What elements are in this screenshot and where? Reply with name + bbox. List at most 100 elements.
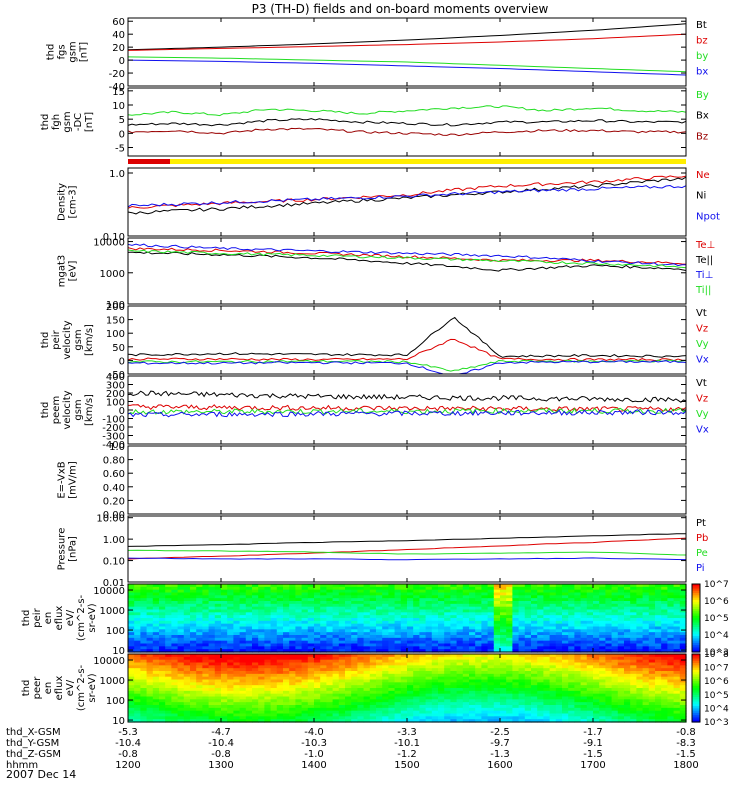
heatmap-cell <box>493 705 501 709</box>
heatmap-cell <box>239 690 247 695</box>
heatmap-cell <box>394 676 402 681</box>
heatmap-cell <box>388 603 396 608</box>
heatmap-cell <box>431 679 439 683</box>
heatmap-cell <box>258 656 265 661</box>
heatmap-cell <box>276 629 284 633</box>
heatmap-cell <box>500 654 507 658</box>
heatmap-cell <box>624 696 631 700</box>
heatmap-cell <box>214 707 222 712</box>
heatmap-cell <box>456 693 464 698</box>
heatmap-cell <box>568 699 575 703</box>
heatmap-cell <box>357 654 365 658</box>
heatmap-cell <box>177 671 185 675</box>
colorbar-swatch <box>692 665 700 669</box>
heatmap-cell <box>493 710 501 715</box>
heatmap-cell <box>518 609 526 613</box>
heatmap-cell <box>394 713 402 717</box>
heatmap-cell <box>562 635 569 639</box>
heatmap-cell <box>202 699 210 703</box>
heatmap-cell <box>673 665 681 669</box>
heatmap-cell <box>376 601 383 605</box>
heatmap-cell <box>673 705 681 709</box>
heatmap-cell <box>475 685 482 689</box>
heatmap-cell <box>128 707 135 712</box>
heatmap-cell <box>301 702 309 706</box>
heatmap-cell <box>221 707 228 712</box>
heatmap-cell <box>580 659 588 664</box>
heatmap-cell <box>289 671 296 675</box>
heatmap-cell <box>679 620 687 625</box>
heatmap-cell <box>500 688 507 692</box>
xaxis-value: 1500 <box>394 760 419 771</box>
heatmap-cell <box>456 716 464 720</box>
heatmap-cell <box>345 649 352 653</box>
heatmap-cell <box>270 719 278 723</box>
heatmap-cell <box>289 688 296 692</box>
heatmap-cell <box>239 676 247 681</box>
heatmap-cell <box>500 620 507 625</box>
heatmap-cell <box>413 685 420 689</box>
heatmap-cell <box>202 584 210 588</box>
colorbar-swatch <box>692 697 700 700</box>
heatmap-cell <box>673 716 681 720</box>
heatmap-cell <box>562 626 569 630</box>
heatmap-cell <box>438 688 445 692</box>
heatmap-cell <box>320 671 327 675</box>
heatmap-cell <box>332 623 340 628</box>
heatmap-cell <box>599 635 606 639</box>
heatmap-cell <box>679 673 687 678</box>
heatmap-cell <box>425 713 433 717</box>
heatmap-cell <box>320 612 327 616</box>
heatmap-cell <box>642 685 650 689</box>
heatmap-cell <box>400 629 408 633</box>
heatmap-cell <box>357 682 365 686</box>
heatmap-cell <box>413 615 420 619</box>
heatmap-cell <box>264 685 272 689</box>
heatmap-cell <box>140 584 148 588</box>
heatmap-cell <box>462 699 470 703</box>
heatmap-cell <box>239 620 247 625</box>
heatmap-cell <box>655 671 662 675</box>
heatmap-cell <box>382 620 389 625</box>
ytick-label: 1.0 <box>109 169 125 180</box>
heatmap-cell <box>183 632 191 636</box>
heatmap-cell <box>332 699 340 703</box>
heatmap-cell <box>407 618 414 622</box>
heatmap-cell <box>537 626 544 630</box>
heatmap-cell <box>593 586 600 591</box>
heatmap-cell <box>679 649 687 653</box>
heatmap-cell <box>320 623 327 628</box>
heatmap-cell <box>177 595 185 599</box>
heatmap-cell <box>431 719 439 723</box>
heatmap-cell <box>667 693 675 698</box>
heatmap-cell <box>531 632 538 636</box>
heatmap-cell <box>506 632 513 636</box>
heatmap-cell <box>208 654 216 658</box>
heatmap-cell <box>332 688 340 692</box>
heatmap-cell <box>400 643 408 647</box>
heatmap-cell <box>196 618 203 622</box>
heatmap-cell <box>605 716 613 720</box>
heatmap-cell <box>444 643 451 647</box>
heatmap-cell <box>593 623 600 628</box>
heatmap-cell <box>307 606 315 611</box>
heatmap-cell <box>134 632 141 636</box>
heatmap-cell <box>128 693 135 698</box>
heatmap-cell <box>357 656 365 661</box>
heatmap-cell <box>307 603 315 608</box>
heatmap-cell <box>599 682 606 686</box>
colorbar-swatch <box>692 692 700 696</box>
heatmap-cell <box>301 632 309 636</box>
heatmap-cell <box>462 584 470 588</box>
heatmap-cell <box>128 690 135 695</box>
heatmap-cell <box>196 584 203 588</box>
heatmap-cell <box>394 693 402 698</box>
heatmap-cell <box>196 679 203 683</box>
heatmap-cell <box>599 710 606 715</box>
heatmap-cell <box>351 719 358 723</box>
heatmap-cell <box>146 586 154 591</box>
heatmap-cell <box>338 592 346 596</box>
colorbar-swatch <box>692 647 700 651</box>
heatmap-cell <box>165 606 172 611</box>
heatmap-cell <box>462 676 470 681</box>
